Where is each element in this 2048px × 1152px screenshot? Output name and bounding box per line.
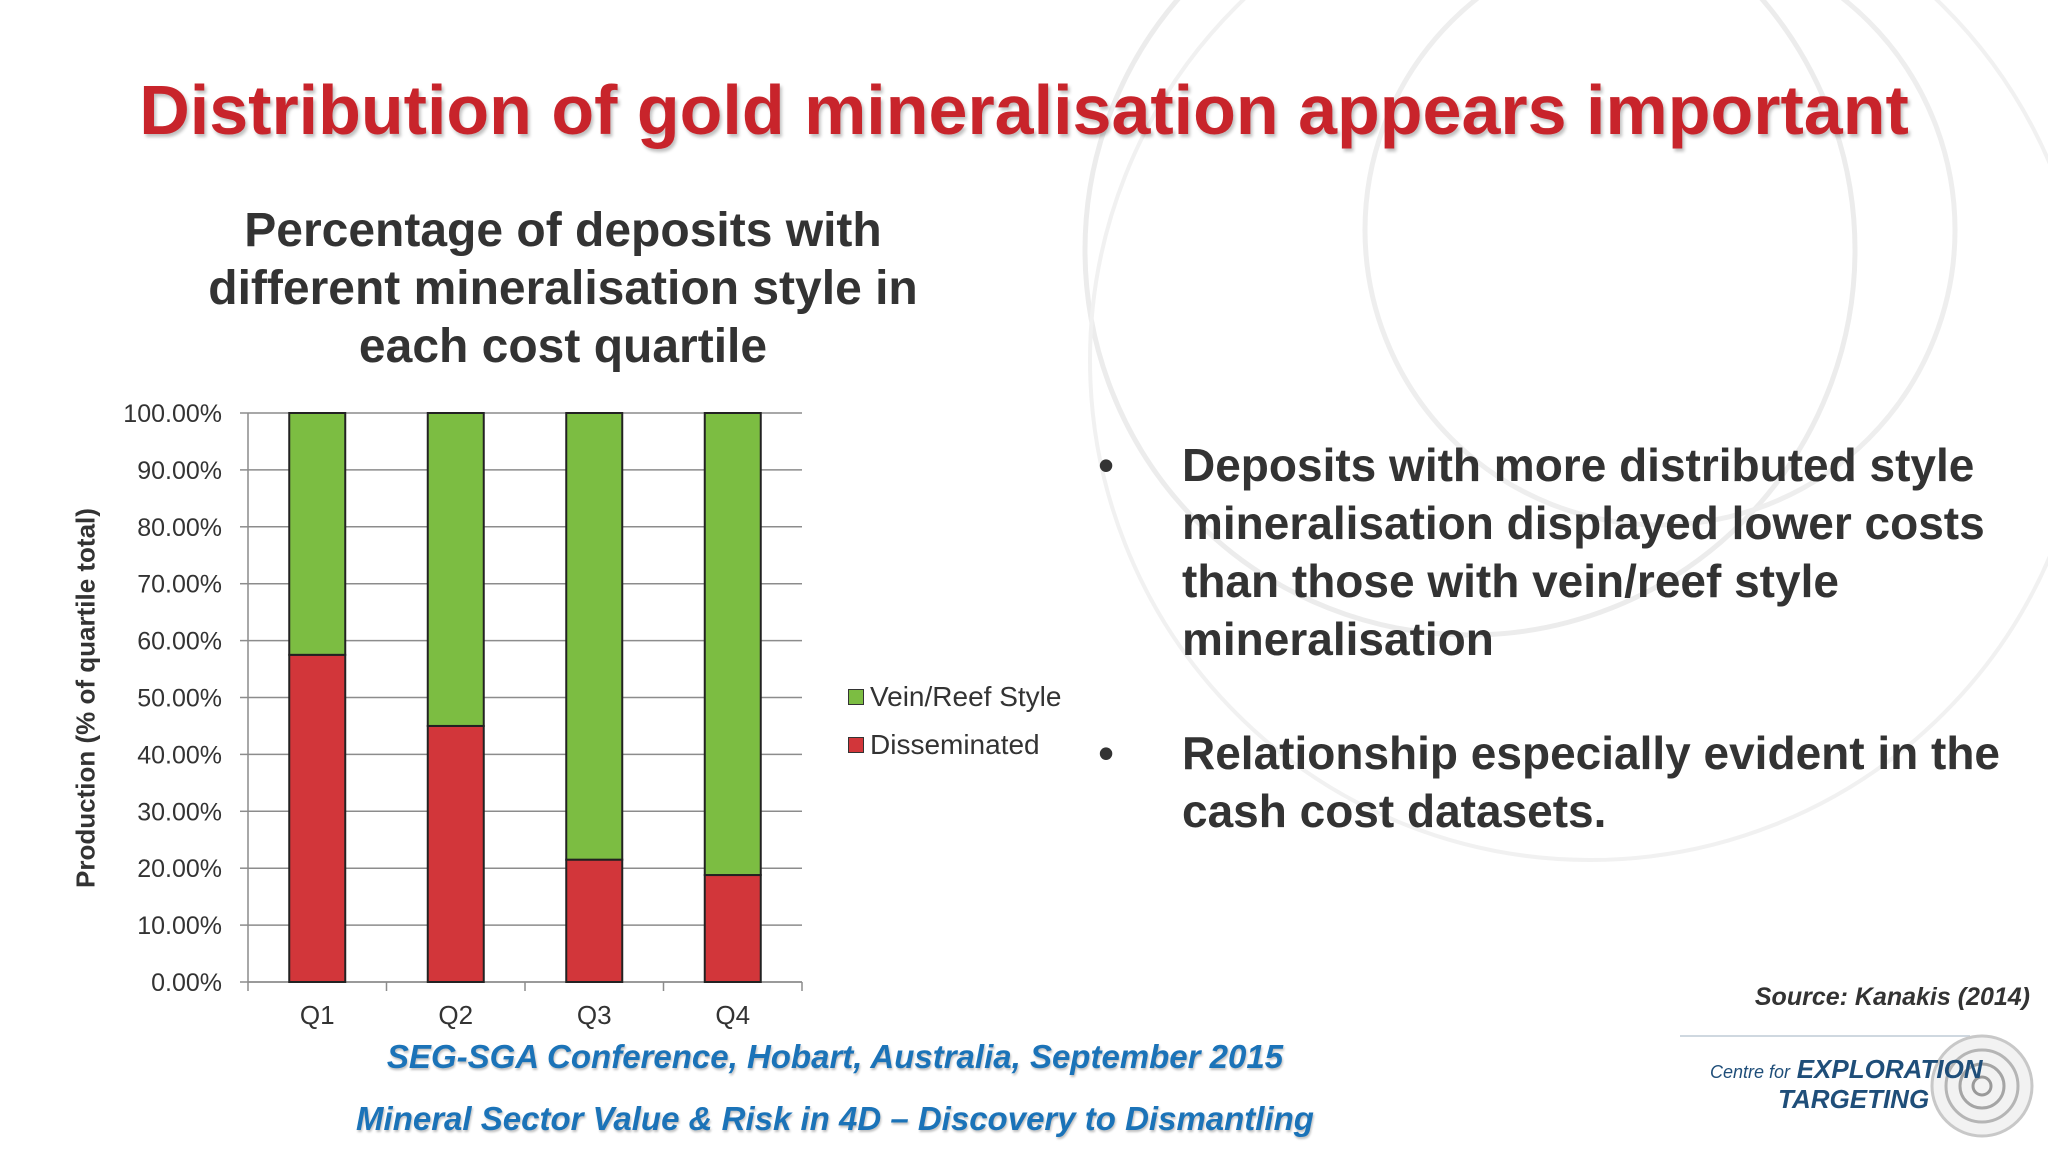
bullet-marker: • [1098, 439, 1115, 491]
slide-title: Distribution of gold mineralisation appe… [139, 71, 1909, 149]
bar-disseminated [703, 874, 762, 984]
x-tick-label: Q1 [300, 1000, 335, 1030]
bar-disseminated [288, 653, 347, 983]
chart-title-line: different mineralisation style in [208, 262, 918, 315]
legend-label: Vein/Reef Style [870, 681, 1062, 712]
y-tick-label: 80.00% [137, 514, 222, 542]
y-tick-label: 40.00% [137, 741, 222, 769]
logo-text-line2: TARGETING [1778, 1084, 1930, 1114]
footer-conference: SEG-SGA Conference, Hobart, Australia, S… [386, 1038, 1284, 1075]
y-tick-label: 70.00% [137, 571, 222, 599]
bar-vein-reef-style [565, 412, 624, 861]
legend-swatch-vein-reef [848, 689, 864, 705]
legend-label: Disseminated [870, 729, 1040, 760]
x-tick-label: Q2 [438, 1000, 473, 1030]
bar-disseminated [426, 724, 485, 983]
y-tick-label: 10.00% [137, 912, 222, 940]
bullet-text: Deposits with more distributed style min… [1182, 439, 1985, 665]
y-tick-label: 20.00% [137, 855, 222, 883]
legend-item-vein-reef: Vein/Reef Style [848, 673, 1061, 721]
bar-disseminated [565, 858, 624, 984]
bar-vein-reef-style [426, 412, 485, 727]
source-citation: Source: Kanakis (2014) [1754, 983, 2030, 1011]
bullet-item: • Deposits with more distributed style m… [1090, 436, 2030, 668]
footer-theme: Mineral Sector Value & Risk in 4D – Disc… [356, 1100, 1314, 1137]
legend-swatch-disseminated [848, 737, 864, 753]
y-tick-label: 100.00% [123, 400, 222, 428]
bar-vein-reef-style [703, 412, 762, 877]
y-tick-label: 60.00% [137, 628, 222, 656]
chart-title-line: Percentage of deposits with [244, 204, 882, 257]
chart-legend: Vein/Reef Style Disseminated [848, 673, 1061, 769]
bullet-text: Relationship especially evident in the c… [1182, 727, 2001, 837]
y-tick-label: 0.00% [151, 969, 222, 997]
chart-title: Percentage of deposits with different mi… [160, 202, 966, 376]
y-tick-label: 50.00% [137, 685, 222, 713]
x-tick-label: Q4 [715, 1000, 750, 1030]
bullet-marker: • [1098, 727, 1115, 779]
legend-item-disseminated: Disseminated [848, 721, 1061, 769]
y-tick-label: 90.00% [137, 457, 222, 485]
chart-title-line: each cost quartile [358, 320, 768, 373]
centre-logo: Centre for EXPLORATION TARGETING [1670, 1024, 2040, 1152]
stacked-bar-chart: 0.00% 10.00% 20.00% 30.00% 40.00% 50.00% 60.00… [123, 400, 803, 1030]
bar-vein-reef-style [288, 412, 347, 656]
logo-rings-icon [1680, 1034, 2034, 1138]
bullet-list: • Deposits with more distributed style m… [1090, 436, 2030, 896]
bullet-item: • Relationship especially evident in the… [1090, 724, 2030, 840]
y-tick-label: 30.00% [137, 798, 222, 826]
logo-text-line1: Centre for EXPLORATION [1710, 1054, 1983, 1084]
x-tick-label: Q3 [577, 1000, 612, 1030]
